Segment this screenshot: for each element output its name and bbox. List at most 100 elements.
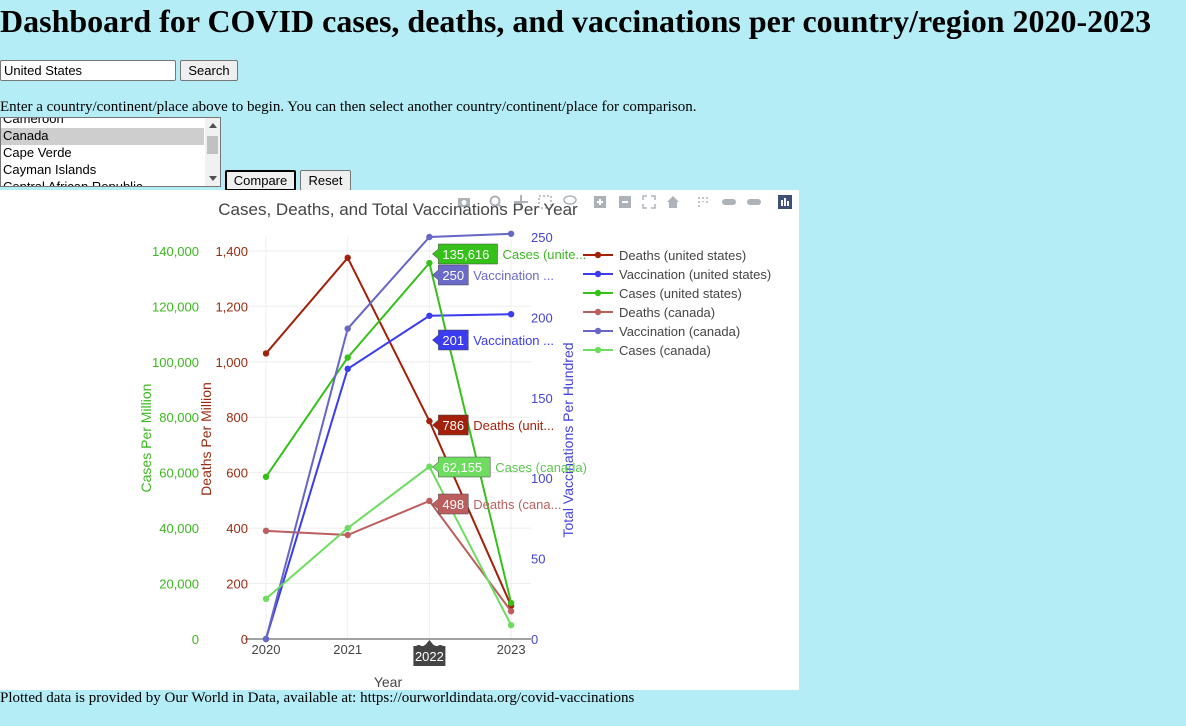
pan-cross — [514, 195, 528, 209]
country-options: Cameroon Canada Cape Verde Cayman Islands Ce… — [1, 117, 204, 187]
home-icon[interactable] — [667, 196, 679, 208]
deaths-tick-label: 1,200 — [215, 299, 248, 314]
data-point — [507, 621, 515, 629]
data-point — [344, 531, 351, 539]
hover-label-name: Cases (canada) — [495, 460, 587, 475]
hover-label-box — [432, 329, 469, 351]
data-point — [507, 599, 515, 607]
hover-label-value: 135,616 — [442, 247, 489, 262]
zoom-out-icon[interactable] — [619, 196, 631, 208]
plotly-logo-bar — [784, 198, 786, 206]
hover-label-name: Vaccination ... — [473, 333, 554, 348]
data-point — [262, 595, 270, 602]
autoscale-icon[interactable] — [642, 195, 656, 209]
country-option[interactable]: Canada — [1, 128, 204, 145]
cases-tick-label: 0 — [192, 632, 199, 647]
plotly-logo-icon[interactable] — [778, 195, 792, 209]
hover-label-value: 250 — [442, 268, 464, 283]
legend-marker — [594, 251, 602, 259]
hover-label-box — [432, 243, 498, 265]
cases-axis-title: Cases Per Million — [138, 384, 154, 493]
data-source-footer: Plotted data is provided by Our World in… — [0, 690, 635, 706]
chart-container[interactable]: Cases, Deaths, and Total Vaccinations Pe… — [0, 190, 799, 690]
deaths-tick-label: 200 — [226, 577, 248, 592]
zoom-in-icon[interactable] — [594, 196, 606, 208]
data-point — [344, 524, 351, 532]
series-line — [265, 313, 512, 640]
hover-label-value: 62,155 — [442, 460, 482, 475]
series-line — [265, 260, 513, 604]
cases-tick-label: 140,000 — [152, 244, 199, 259]
country-option[interactable]: Cameroon — [3, 117, 64, 126]
cases-tick-label: 120,000 — [152, 299, 199, 314]
reset-button[interactable]: Reset — [300, 170, 351, 191]
pan-icon[interactable] — [514, 195, 528, 209]
page-title: Dashboard for COVID cases, deaths, and v… — [0, 3, 1152, 39]
cases-tick-label: 80,000 — [159, 410, 199, 425]
cases-tick-label: 60,000 — [159, 466, 199, 481]
data-point — [426, 417, 433, 425]
country-option[interactable]: Cayman Islands — [3, 162, 97, 177]
cases-tick-label: 40,000 — [159, 521, 199, 536]
deaths-tick-label: 400 — [226, 521, 248, 536]
box-select-icon[interactable] — [538, 195, 552, 209]
x-hover-label: 2022 — [415, 649, 444, 664]
data-point — [426, 497, 433, 505]
series-line — [265, 499, 512, 612]
hover-shape — [722, 199, 736, 205]
spike-lines-icon[interactable] — [698, 197, 708, 207]
legend-item-label: Vaccination (united states) — [619, 267, 771, 282]
lasso-loop — [563, 195, 577, 205]
covid-line-chart[interactable]: Cases, Deaths, and Total Vaccinations Pe… — [0, 190, 799, 690]
data-point — [507, 608, 515, 615]
deaths-tick-label: 800 — [226, 410, 248, 425]
cases-tick-label: 100,000 — [152, 355, 199, 370]
data-point — [344, 365, 351, 373]
search-input[interactable] — [0, 60, 176, 81]
country-listbox[interactable]: Cameroon Canada Cape Verde Cayman Islands Ce… — [0, 117, 221, 187]
series-line — [265, 232, 512, 640]
camera-icon[interactable] — [458, 198, 470, 207]
vaccinations-tick-label: 50 — [531, 552, 545, 567]
instructions-text: Enter a country/continent/place above to… — [0, 99, 697, 115]
series-line — [265, 465, 512, 626]
scroll-up-arrow-icon[interactable] — [209, 123, 217, 128]
data-point — [262, 527, 270, 535]
data-point — [262, 350, 270, 357]
home-shape — [667, 196, 679, 208]
plotly-logo-bar — [787, 201, 789, 206]
cases-tick-label: 20,000 — [159, 577, 199, 592]
hover-closest-icon[interactable] — [722, 199, 736, 205]
scrollbar-thumb[interactable] — [207, 136, 218, 154]
listbox-scrollbar[interactable] — [205, 118, 220, 186]
scroll-down-arrow-icon[interactable] — [209, 176, 217, 181]
x-tick-label: 2020 — [252, 642, 281, 657]
plotly-logo-bar — [781, 200, 783, 206]
autoscale-corners — [642, 195, 656, 209]
hover-label-value: 786 — [442, 418, 464, 433]
search-button[interactable]: Search — [180, 60, 238, 81]
zoom-glass — [489, 195, 501, 207]
vaccinations-axis-title: Total Vaccinations Per Hundred — [560, 342, 576, 537]
x-tick-label: 2021 — [333, 642, 362, 657]
deaths-axis-title: Deaths Per Million — [198, 382, 214, 496]
hover-label-box — [432, 264, 469, 286]
zoom-icon[interactable] — [489, 195, 503, 209]
hover-label-box — [432, 414, 469, 436]
country-option[interactable]: Central African Republic — [3, 179, 143, 187]
series-line — [265, 255, 513, 607]
data-point — [507, 310, 515, 318]
hover-label-name: Deaths (cana... — [473, 497, 561, 512]
legend-item-label: Cases (canada) — [619, 343, 711, 358]
deaths-tick-label: 1,400 — [215, 244, 248, 259]
hover-compare-icon[interactable] — [747, 199, 761, 205]
lasso-icon[interactable] — [563, 195, 577, 205]
zoom-handle — [497, 203, 503, 209]
data-point — [344, 254, 351, 261]
country-option[interactable]: Cape Verde — [3, 145, 72, 160]
compare-button[interactable]: Compare — [225, 170, 296, 191]
hover-label-box — [432, 456, 491, 478]
data-point — [344, 325, 351, 332]
data-point — [426, 312, 433, 319]
legend-item-label: Deaths (united states) — [619, 248, 746, 263]
